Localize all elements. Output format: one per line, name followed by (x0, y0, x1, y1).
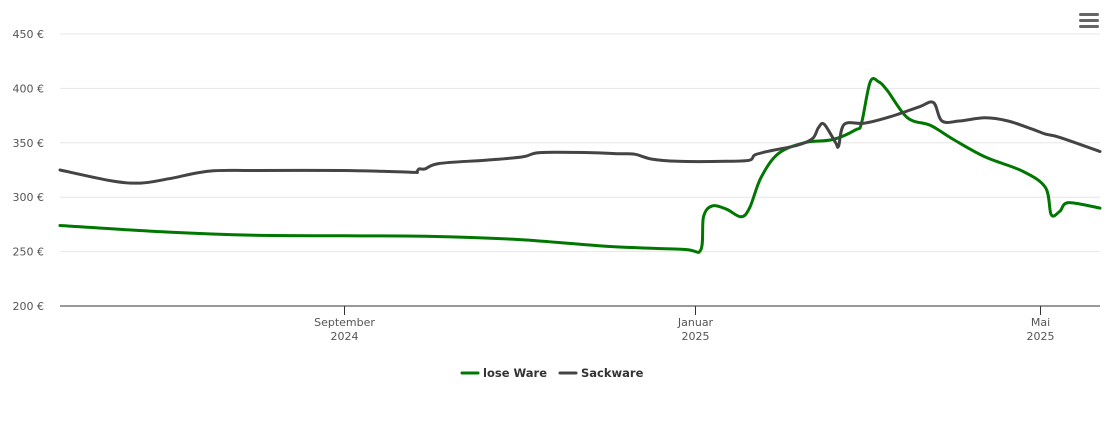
legend[interactable]: lose Ware Sackware (460, 366, 644, 380)
series-lines (58, 77, 1102, 254)
menu-bar-3 (1079, 25, 1099, 28)
legend-item-label: Sackware (581, 366, 644, 380)
y-tick-label: 400 € (13, 82, 45, 95)
x-tick-label: Januar (677, 316, 714, 329)
hamburger-menu-icon[interactable] (1079, 13, 1099, 31)
series-line (58, 100, 1102, 185)
x-tick-label: 2024 (331, 330, 359, 343)
y-axis: 200 € 250 € 300 € 350 € 400 € 450 € (13, 28, 45, 313)
x-tick-label: 2025 (682, 330, 710, 343)
y-tick-label: 200 € (13, 300, 45, 313)
grid (60, 33, 1100, 253)
series-line (58, 77, 1102, 254)
menu-bar-2 (1079, 19, 1099, 22)
y-tick-label: 250 € (13, 246, 45, 259)
legend-item-label: lose Ware (483, 366, 547, 380)
y-tick-label: 350 € (13, 137, 45, 150)
x-tick-label: Mai (1031, 316, 1050, 329)
x-tick-label: 2025 (1027, 330, 1055, 343)
menu-bar-1 (1079, 13, 1099, 16)
y-tick-label: 450 € (13, 28, 45, 41)
x-tick-label: September (314, 316, 375, 329)
y-tick-label: 300 € (13, 191, 45, 204)
